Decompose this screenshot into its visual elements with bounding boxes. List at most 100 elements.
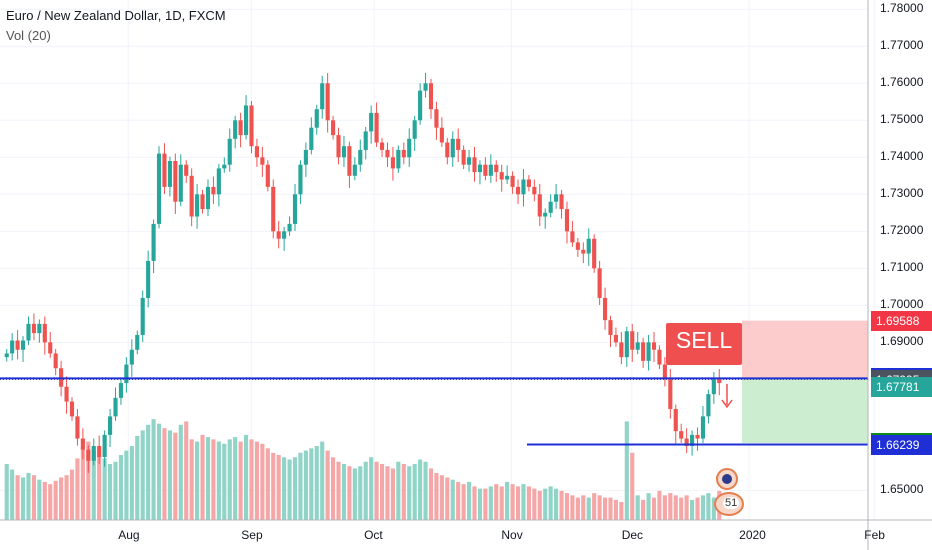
candle-body — [156, 153, 162, 224]
volume-bar — [118, 455, 124, 520]
volume-bar — [15, 475, 20, 520]
candle-body — [363, 131, 368, 150]
support-resistance-lines — [0, 377, 868, 446]
volume-legend[interactable]: Vol (20) — [6, 28, 51, 43]
candle-body — [499, 172, 504, 180]
y-tick-label: 1.71000 — [880, 260, 924, 275]
candle-body — [113, 397, 118, 417]
price-label: 1.69588 — [871, 310, 932, 331]
volume-bar — [249, 439, 254, 520]
volume-bar — [64, 475, 69, 520]
candle-body — [401, 149, 406, 158]
candle-body — [118, 383, 124, 398]
candle-body — [64, 386, 69, 402]
take-profit-zone — [742, 378, 868, 443]
candle-body — [461, 149, 466, 165]
y-tick-label: 1.77000 — [880, 38, 924, 53]
candle-body — [238, 120, 243, 136]
volume-bar — [276, 455, 281, 520]
candle-body — [515, 186, 521, 195]
volume-bar — [184, 421, 189, 520]
volume-bar — [570, 495, 575, 520]
y-tick-label: 1.78000 — [880, 1, 924, 16]
volume-bar — [548, 486, 553, 520]
sell-label: SELL — [666, 323, 742, 365]
candle-body — [69, 401, 75, 417]
volume-bar — [336, 461, 341, 520]
candle-body — [325, 83, 330, 121]
earnings-count: 51 — [723, 497, 740, 509]
volume-bar — [156, 423, 162, 520]
volume-bar — [635, 495, 640, 520]
candle-body — [352, 164, 357, 176]
volume-bar — [385, 466, 390, 520]
candle-body — [379, 142, 385, 150]
candle-body — [282, 231, 287, 239]
candle-body — [314, 109, 319, 128]
volume-bar — [113, 461, 118, 520]
candle-body — [717, 379, 722, 384]
price-label: 1.67781 — [871, 377, 932, 398]
volume-bar — [91, 450, 96, 520]
volume-bar — [396, 461, 401, 520]
x-tick-label: Feb — [864, 528, 885, 542]
symbol-legend[interactable]: Euro / New Zealand Dollar, 1D, FXCM — [6, 8, 226, 23]
event-icon[interactable] — [716, 468, 738, 490]
volume-bar — [423, 461, 428, 520]
volume-bar — [363, 461, 368, 520]
candle-body — [369, 112, 374, 132]
candle-body — [690, 434, 695, 446]
candle-body — [287, 223, 292, 232]
volume-bar — [445, 477, 450, 520]
candle-body — [445, 142, 450, 158]
candle-body — [467, 157, 472, 165]
volume-bar — [86, 441, 91, 520]
candle-body — [428, 83, 434, 110]
candle-body — [227, 138, 232, 165]
candle-body — [695, 434, 700, 439]
x-tick-label: Oct — [364, 528, 383, 542]
volume-bar — [526, 486, 531, 520]
volume-bar — [657, 490, 662, 520]
candle-body — [108, 416, 113, 435]
y-tick-label: 1.74000 — [880, 149, 924, 164]
volume-bar — [59, 477, 64, 520]
candle-body — [75, 416, 80, 439]
volume-bar — [407, 466, 412, 520]
candle-body — [592, 238, 597, 269]
candle-body — [412, 120, 417, 139]
candle-body — [173, 160, 178, 202]
candle-body — [31, 323, 36, 334]
volume-bar — [369, 457, 374, 520]
candle-body — [407, 138, 412, 158]
volume-bar — [238, 441, 243, 520]
volume-bar — [135, 436, 140, 520]
earnings-count-icon[interactable]: 51 — [714, 492, 744, 516]
candle-body — [124, 364, 129, 384]
candle-body — [303, 149, 308, 165]
volume-bar — [243, 434, 249, 520]
volume-bar — [309, 448, 314, 520]
candle-body — [15, 340, 20, 350]
volume-bar — [195, 441, 200, 520]
volume-bar — [521, 484, 526, 520]
volume-bar — [227, 439, 232, 520]
volume-bar — [140, 430, 145, 520]
volume-bar — [75, 458, 80, 520]
candle-body — [586, 238, 591, 254]
candle-body — [483, 164, 488, 176]
short-position-tool — [0, 320, 868, 443]
volume-bar — [379, 464, 385, 520]
candle-body — [706, 394, 711, 417]
volume-bar — [265, 448, 270, 520]
volume-bar — [216, 441, 221, 520]
candle-body — [521, 179, 526, 195]
x-tick-label: Aug — [118, 528, 140, 542]
y-tick-label: 1.76000 — [880, 75, 924, 90]
volume-bar — [331, 457, 336, 520]
candle-body — [537, 194, 542, 217]
volume-bar — [42, 481, 47, 520]
candle-body — [205, 186, 211, 210]
volume-bar — [488, 486, 493, 520]
